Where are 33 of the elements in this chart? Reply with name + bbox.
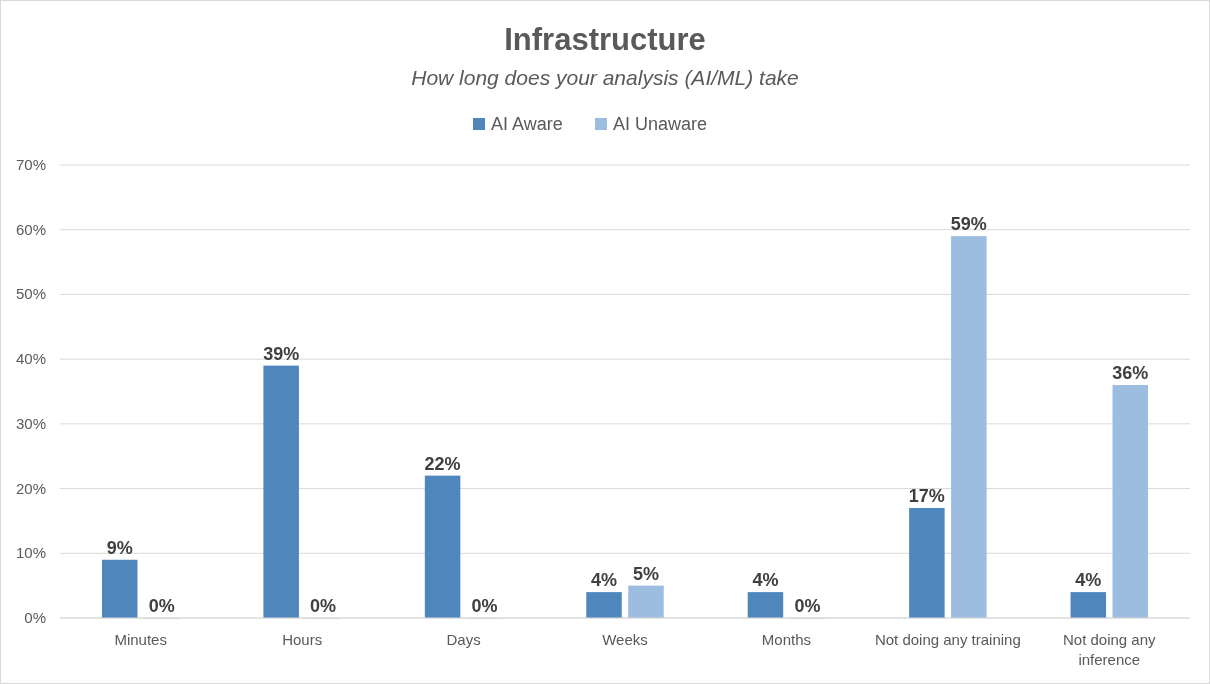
data-label: 4% <box>752 570 779 591</box>
data-label: 4% <box>591 570 618 591</box>
y-tick-label: 0% <box>24 609 46 626</box>
data-label: 17% <box>908 485 945 506</box>
data-label: 22% <box>424 453 461 474</box>
chart-title: Infrastructure <box>504 22 706 57</box>
legend-label: AI Unaware <box>613 114 708 134</box>
x-tick-label: Months <box>761 631 812 648</box>
y-tick-label: 10% <box>15 544 46 562</box>
y-tick-label: 60% <box>15 220 46 238</box>
y-tick-label: 40% <box>15 350 46 368</box>
x-tick-label: Not doing any training <box>874 631 1021 648</box>
y-tick-label: 20% <box>15 479 46 497</box>
data-label: 0% <box>794 596 821 616</box>
legend-label: AI Aware <box>491 114 563 134</box>
y-tick-label: 50% <box>15 285 46 303</box>
data-label: 9% <box>106 537 133 558</box>
x-tick-label: Weeks <box>602 631 648 648</box>
chart-subtitle: How long does your analysis (AI/ML) take <box>411 66 799 89</box>
y-tick-label: 70% <box>15 156 46 173</box>
data-label: 0% <box>310 596 337 616</box>
x-tick-label: Days <box>446 631 481 648</box>
x-tick-label: Minutes <box>114 631 167 648</box>
x-tick-label: Hours <box>282 631 323 648</box>
data-label: 36% <box>1112 363 1149 384</box>
data-label: 0% <box>148 596 175 616</box>
data-label: 5% <box>632 563 659 584</box>
data-label: 4% <box>1075 570 1102 591</box>
x-tick-label: Not doing any inference <box>1063 631 1157 668</box>
data-label: 59% <box>950 214 987 235</box>
data-label: 0% <box>471 596 498 616</box>
data-label: 39% <box>263 343 300 364</box>
y-tick-label: 30% <box>15 414 46 432</box>
